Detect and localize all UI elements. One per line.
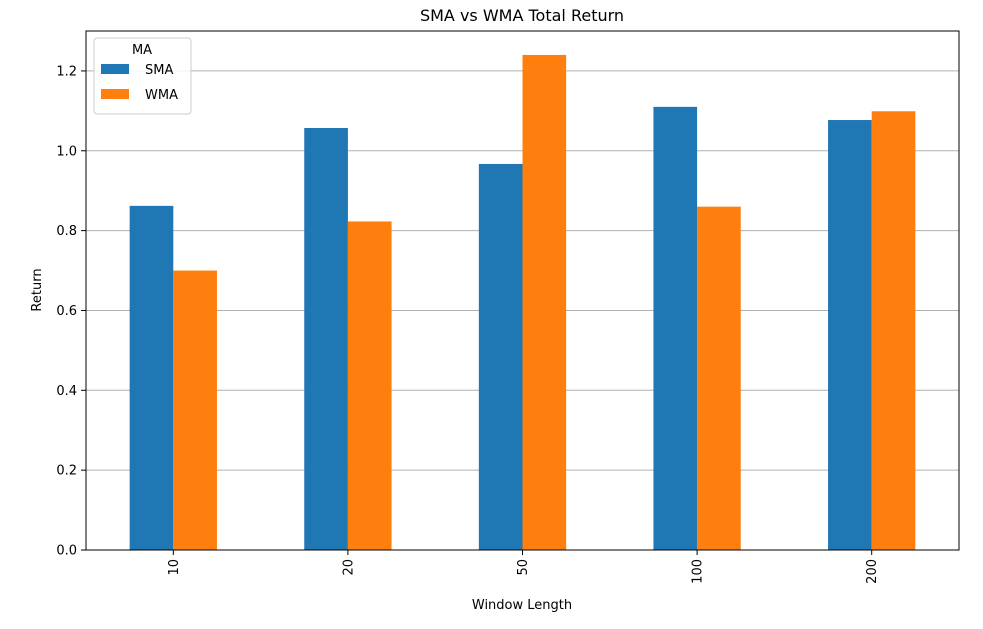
bar-sma: SMA 100: 1.11 — [653, 106, 698, 550]
x-tick-label: 200 — [865, 559, 880, 584]
x-tick-label: 100 — [691, 559, 706, 584]
x-axis-ticks: 10 20 50 100 200 — [167, 550, 880, 584]
x-tick-label: 10 — [167, 559, 182, 576]
legend-swatch-wma — [101, 89, 129, 99]
bar-wma: WMA 100: 0.86 — [697, 206, 741, 550]
bar-wma: WMA 50: 1.24 — [522, 54, 567, 550]
legend-label-sma: SMA — [145, 63, 173, 78]
legend-title: MA — [132, 43, 152, 58]
y-tick-label: 0.2 — [56, 464, 77, 479]
y-tick-label: 0.6 — [56, 304, 77, 319]
legend: MA SMA WMA — [93, 37, 192, 115]
bar-wma: WMA 200: 1.099 — [871, 111, 916, 550]
y-axis-label: Return — [30, 268, 45, 311]
y-tick-label: 1.2 — [56, 64, 77, 79]
bar-sma: SMA 200: 1.077 — [828, 120, 872, 550]
x-tick-label: 50 — [516, 559, 531, 576]
y-tick-label: 0.8 — [56, 224, 77, 239]
bar-wma: WMA 20: 0.823 — [347, 221, 392, 550]
legend-entries: SMA WMA — [101, 63, 178, 103]
bar-sma: SMA 50: 0.967 — [478, 163, 523, 550]
y-tick-label: 0.4 — [56, 384, 77, 399]
y-tick-label: 1.0 — [56, 144, 77, 159]
bars: SMA 10: 0.862WMA 10: 0.7SMA 20: 1.057WMA… — [129, 54, 916, 551]
legend-swatch-sma — [101, 64, 129, 74]
x-tick-label: 20 — [341, 559, 356, 576]
y-axis-ticks: 0.0 0.2 0.4 0.6 0.8 1.0 1.2 — [56, 64, 86, 559]
bar-wma: WMA 10: 0.7 — [173, 270, 217, 550]
y-tick-label: 0.0 — [56, 544, 77, 559]
bar-sma: SMA 10: 0.862 — [129, 205, 174, 550]
x-axis-label: Window Length — [472, 598, 572, 613]
bar-sma: SMA 20: 1.057 — [304, 128, 348, 551]
chart-title: SMA vs WMA Total Return — [420, 6, 624, 25]
legend-label-wma: WMA — [145, 88, 178, 103]
